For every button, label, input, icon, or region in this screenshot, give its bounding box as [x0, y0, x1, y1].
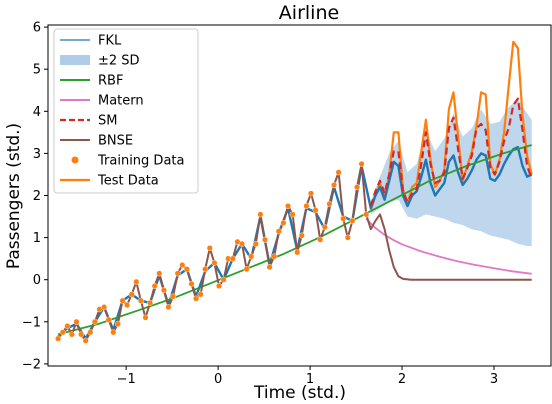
legend: FKL ±2 SD RBF Matern SM BNSE Training Data Test…	[53, 28, 199, 194]
training-point	[192, 295, 199, 302]
training-point	[335, 169, 342, 176]
training-point	[275, 228, 282, 235]
legend-box	[53, 28, 199, 194]
training-point	[64, 323, 71, 330]
training-point	[298, 232, 305, 239]
training-point	[197, 291, 204, 298]
training-point	[354, 184, 361, 191]
training-point	[294, 249, 301, 256]
training-point	[285, 202, 292, 209]
legend-test-label: Test Data	[97, 174, 159, 189]
training-point	[344, 234, 351, 241]
y-tick-label: 2	[33, 189, 41, 204]
training-point	[289, 211, 296, 218]
training-point	[363, 211, 370, 218]
matern-line	[365, 218, 532, 275]
training-point	[321, 224, 328, 231]
legend-fkl-label: FKL	[98, 34, 122, 49]
training-point	[105, 316, 112, 323]
training-point	[349, 217, 356, 224]
x-axis-label: Time (std.)	[253, 383, 346, 403]
training-point	[114, 320, 121, 327]
training-point	[317, 236, 324, 243]
training-point	[133, 278, 140, 285]
training-point	[119, 297, 126, 304]
training-point	[211, 259, 218, 266]
legend-sm-label: SM	[98, 114, 117, 129]
x-tick-label: −1	[117, 372, 136, 387]
axes: −1 0 1 2 3 −2 −1 0 1 2 3 4 5 6	[22, 21, 552, 387]
training-point	[82, 337, 89, 344]
training-point	[142, 314, 149, 321]
training-point	[262, 236, 269, 243]
training-point	[183, 266, 190, 273]
training-point	[160, 287, 167, 294]
training-point	[55, 335, 62, 342]
legend-training-swatch	[71, 156, 79, 164]
training-point	[174, 270, 181, 277]
y-tick-label: 4	[33, 105, 41, 120]
training-point	[124, 302, 131, 309]
training-point	[151, 283, 158, 290]
y-tick-label: 0	[33, 273, 41, 288]
training-point	[188, 280, 195, 287]
training-point	[165, 304, 172, 311]
training-point	[308, 190, 315, 197]
plot-area	[55, 40, 533, 344]
training-point	[91, 318, 98, 325]
training-point	[238, 240, 245, 247]
test-data-line	[369, 40, 533, 211]
training-point	[128, 291, 135, 298]
training-point	[101, 304, 108, 311]
x-tick-label: 2	[398, 372, 406, 387]
training-point	[266, 264, 273, 271]
training-point	[340, 215, 347, 222]
y-tick-label: 1	[33, 231, 41, 246]
y-tick-label: −2	[22, 357, 41, 372]
training-point	[303, 202, 310, 209]
x-tick-label: 0	[214, 372, 222, 387]
x-tick-label: 1	[306, 372, 314, 387]
chart-title: Airline	[279, 2, 339, 24]
training-point	[73, 318, 80, 325]
legend-matern-label: Matern	[98, 94, 144, 109]
training-point	[59, 329, 66, 336]
training-point	[248, 253, 255, 260]
training-point	[202, 266, 209, 273]
training-point	[271, 253, 278, 260]
training-point	[87, 329, 94, 336]
training-point	[147, 299, 154, 306]
legend-bnse-label: BNSE	[98, 134, 133, 149]
training-point	[68, 331, 75, 338]
training-point	[326, 200, 333, 207]
training-point	[156, 270, 163, 277]
y-tick-label: −1	[22, 315, 41, 330]
y-tick-label: 5	[33, 63, 41, 78]
legend-training-label: Training Data	[97, 154, 184, 169]
training-point	[170, 293, 177, 300]
training-point	[252, 240, 259, 247]
training-point	[215, 283, 222, 290]
y-axis-label: Passengers (std.)	[4, 123, 24, 269]
legend-rbf-label: RBF	[98, 74, 123, 89]
training-point	[220, 276, 227, 283]
training-point	[331, 181, 338, 188]
training-point	[78, 331, 85, 338]
x-tick-label: 3	[490, 372, 498, 387]
training-point	[137, 297, 144, 304]
legend-band-label: ±2 SD	[98, 54, 140, 69]
training-point	[110, 329, 117, 336]
training-point	[229, 255, 236, 262]
y-tick-label: 6	[33, 21, 41, 36]
training-point	[257, 211, 264, 218]
training-point	[206, 245, 213, 252]
training-point	[358, 160, 365, 167]
training-point	[312, 207, 319, 214]
legend-band-swatch	[60, 55, 90, 65]
training-point	[179, 262, 186, 269]
training-point	[243, 266, 250, 273]
y-tick-label: 3	[33, 147, 41, 162]
training-point	[280, 219, 287, 226]
